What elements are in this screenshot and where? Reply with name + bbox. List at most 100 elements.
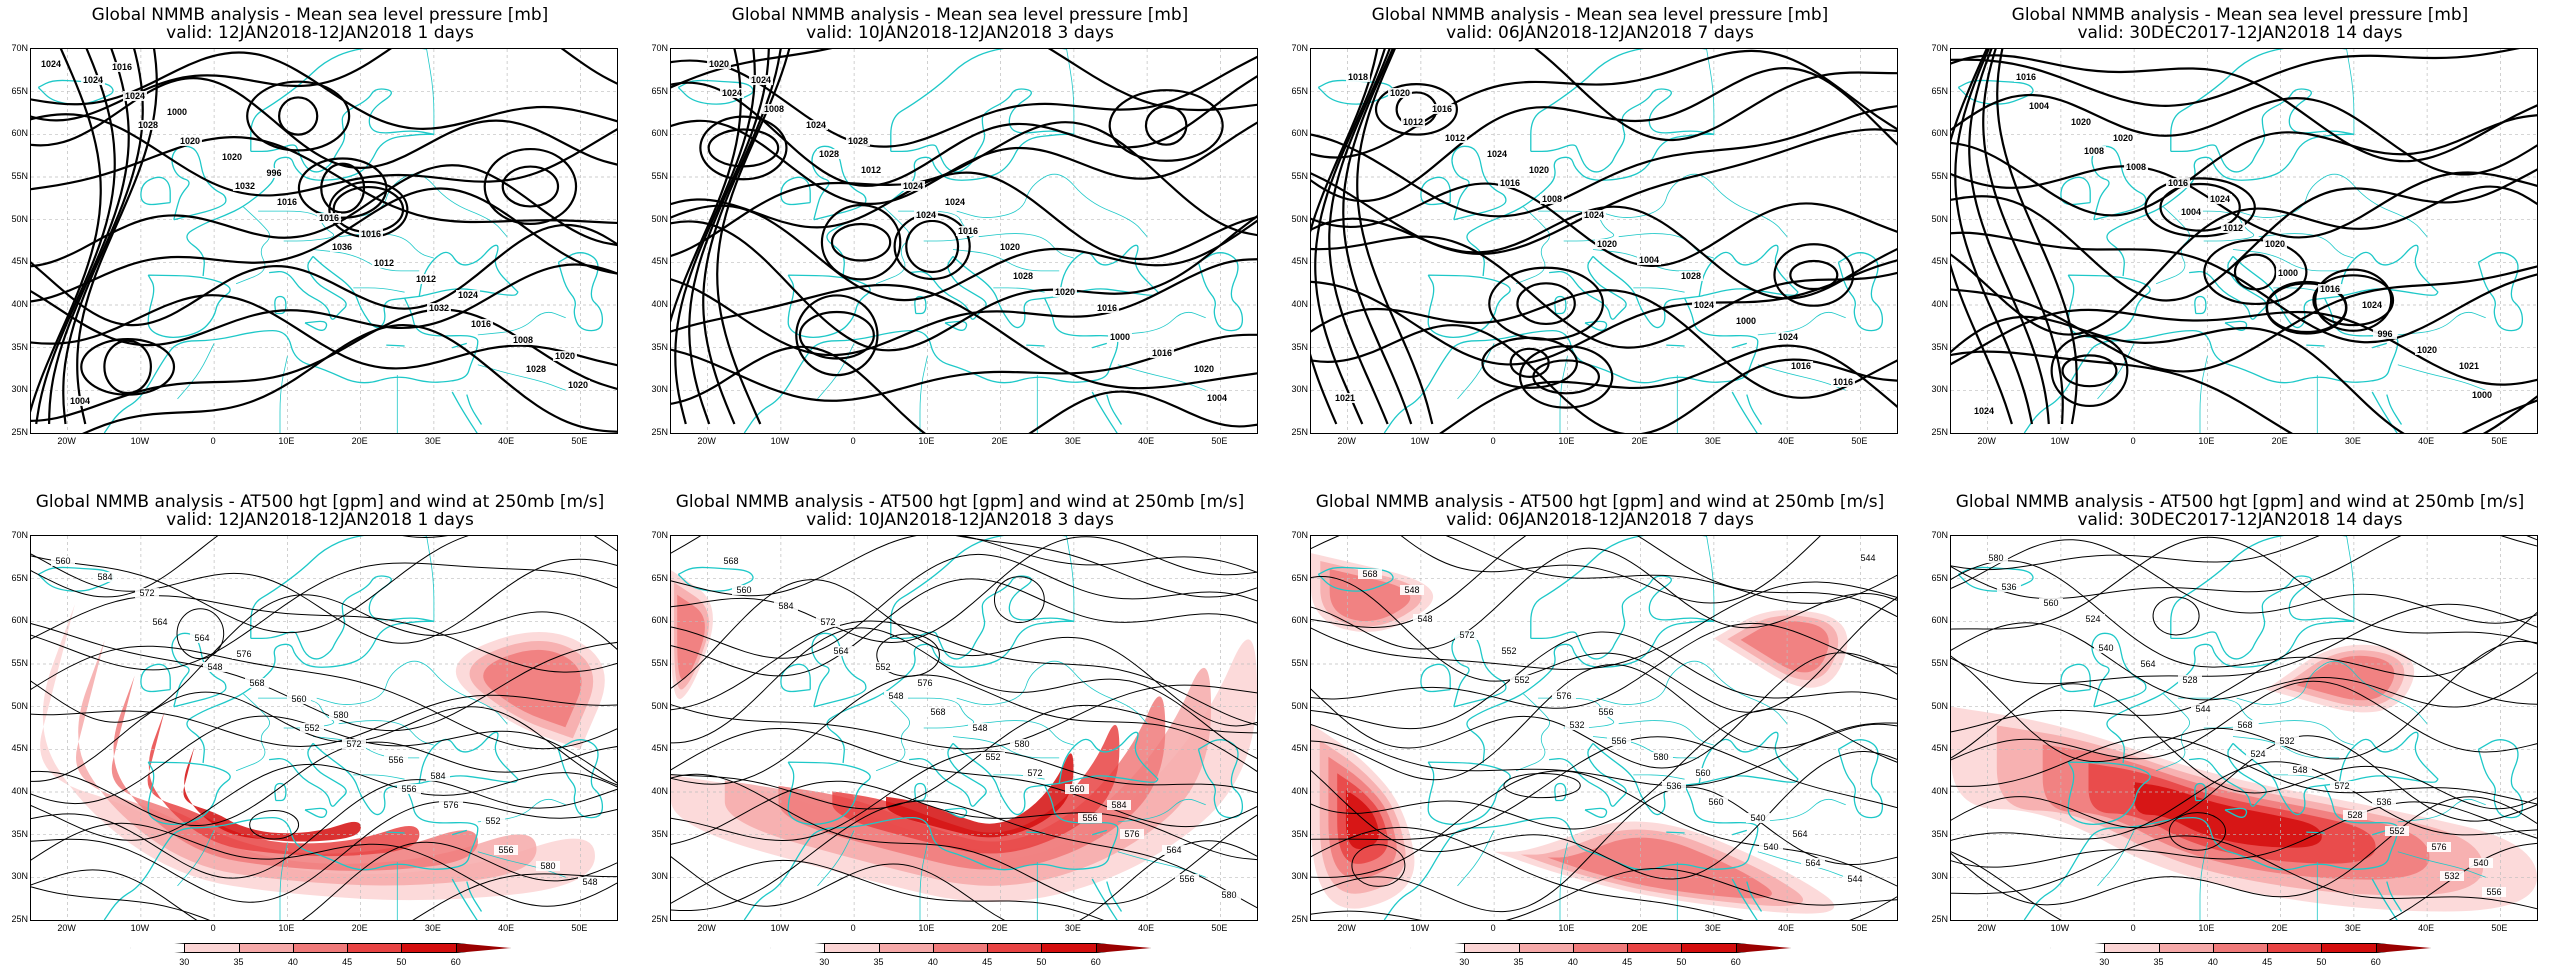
contour-label-bg bbox=[494, 845, 518, 855]
lon-tick-label: 10E bbox=[1558, 436, 1575, 446]
lat-tick-label: 35N bbox=[1931, 341, 1948, 352]
contour-label: 580 bbox=[1988, 553, 2003, 563]
lon-tick-label: 10E bbox=[918, 923, 935, 933]
contour-label: 580 bbox=[1653, 752, 1668, 762]
contour-label: 1028 bbox=[819, 149, 839, 159]
lat-tick-label: 50N bbox=[1291, 213, 1308, 224]
contour-label-bg bbox=[1401, 117, 1425, 127]
lat-tick-label: 30N bbox=[1931, 384, 1948, 395]
contour-label-bg bbox=[136, 120, 160, 130]
contour-label-bg bbox=[426, 771, 450, 781]
colorbar-label: 45 bbox=[2262, 957, 2273, 967]
lon-tick-label: 30E bbox=[1064, 923, 1081, 933]
contour-label: 524 bbox=[2085, 614, 2100, 624]
contour-label-bg bbox=[884, 691, 908, 701]
lat-tick-label: 60N bbox=[11, 128, 28, 139]
colorbar-segment bbox=[347, 943, 403, 953]
lat-tick-label: 65N bbox=[1931, 572, 1948, 583]
lat-tick-label: 30N bbox=[651, 384, 668, 395]
contour-label: 568 bbox=[1362, 569, 1377, 579]
map-svg: 524 528 532 536 540 544 548 552 556 560 564 568 572 5… bbox=[1951, 536, 2537, 920]
contour-label-bg bbox=[2221, 223, 2245, 233]
contour-label: 576 bbox=[1124, 829, 1139, 839]
panel-title: Global NMMB analysis - Mean sea level pr… bbox=[2011, 5, 2469, 25]
contour-label: 1012 bbox=[2223, 223, 2243, 233]
contour-label: 1000 bbox=[2278, 268, 2298, 278]
contour-label: 564 bbox=[1805, 858, 1820, 868]
contour-label-bg bbox=[2246, 749, 2270, 759]
contour-label-bg bbox=[1776, 332, 1800, 342]
panel-valid-period: valid: 06JAN2018-12JAN2018 7 days bbox=[1446, 510, 1754, 530]
contour-label-bg bbox=[233, 181, 257, 191]
contour-label-bg bbox=[1217, 890, 1241, 900]
lon-tick-label: 10W bbox=[130, 436, 150, 446]
lat-tick-label: 50N bbox=[11, 700, 28, 711]
contour-label-bg bbox=[2263, 239, 2287, 249]
contour-label: 1020 bbox=[2113, 133, 2133, 143]
panel-title: Global NMMB analysis - Mean sea level pr… bbox=[731, 5, 1189, 25]
contour-label: 1012 bbox=[374, 258, 394, 268]
map-plot-area: 1012 1016 1020 1024 1016 1018 1012 1008 1004 1000… bbox=[1310, 48, 1898, 434]
contour-label-bg bbox=[1540, 194, 1564, 204]
contour-label-bg bbox=[2179, 207, 2203, 217]
contour-label: 996 bbox=[2377, 329, 2392, 339]
lon-tick-label: 30E bbox=[2344, 923, 2361, 933]
contour-label-bg bbox=[300, 723, 324, 733]
contour-label: 556 bbox=[1179, 874, 1194, 884]
contour-label-bg bbox=[1746, 813, 1770, 823]
lon-tick-label: 30E bbox=[424, 923, 441, 933]
map-plot-area: 532 536 540 544 548 552 556 560 564 568 572 576 580 5… bbox=[1310, 535, 1898, 921]
contour-label-bg bbox=[1023, 768, 1047, 778]
contour-label: 1024 bbox=[806, 120, 826, 130]
lat-tick-label: 35N bbox=[11, 341, 28, 352]
panel-valid-period: valid: 30DEC2017-12JAN2018 14 days bbox=[2077, 23, 2403, 43]
lon-tick-label: 20E bbox=[991, 923, 1008, 933]
contour-label: 1012 bbox=[416, 274, 436, 284]
contour-label: 584 bbox=[97, 572, 112, 582]
contour-label: 552 bbox=[2389, 826, 2404, 836]
contour-label: 1020 bbox=[2071, 117, 2091, 127]
contour-label-bg bbox=[329, 710, 353, 720]
contour-label: 556 bbox=[401, 784, 416, 794]
lat-tick-label: 45N bbox=[1291, 743, 1308, 754]
contour-label: 1024 bbox=[1778, 332, 1798, 342]
contour-label: 552 bbox=[985, 752, 1000, 762]
contour-label: 1016 bbox=[361, 229, 381, 239]
contour-label-bg bbox=[1831, 377, 1855, 387]
contour-label: 1028 bbox=[526, 364, 546, 374]
contour-label-bg bbox=[1565, 720, 1589, 730]
contour-label-bg bbox=[774, 601, 798, 611]
contour-label: 564 bbox=[194, 633, 209, 643]
wind-speed-shading bbox=[2296, 655, 2395, 701]
contour-label-bg bbox=[1856, 553, 1880, 563]
contour-label: 572 bbox=[139, 588, 154, 598]
contour-label-bg bbox=[2360, 300, 2384, 310]
lat-tick-label: 60N bbox=[651, 615, 668, 626]
wind-colorbar: 30 35 40 45 50 60 bbox=[770, 943, 1151, 967]
map-svg: 548 552 556 556 560 564 568 572 576 580 584 564 560 5… bbox=[31, 536, 617, 920]
contour-label: 1020 bbox=[1055, 287, 1075, 297]
lon-tick-label: 40E bbox=[1138, 436, 1155, 446]
contour-label-bg bbox=[846, 136, 870, 146]
country-borders bbox=[1457, 49, 1846, 433]
contour-label-bg bbox=[165, 107, 189, 117]
contour-label-bg bbox=[2469, 858, 2493, 868]
contour-label-bg bbox=[817, 149, 841, 159]
contour-label: 1000 bbox=[1110, 332, 1130, 342]
colorbar-label: 50 bbox=[396, 957, 407, 967]
contour-label-bg bbox=[981, 752, 1005, 762]
contour-label: 1008 bbox=[513, 335, 533, 345]
contour-label-bg bbox=[1443, 133, 1467, 143]
contour-label-bg bbox=[2318, 284, 2342, 294]
lon-tick-label: 10E bbox=[2198, 436, 2215, 446]
contour-label-bg bbox=[1637, 255, 1661, 265]
map-svg: 532 536 540 544 548 552 556 560 564 568 572 576 580 5… bbox=[1311, 536, 1897, 920]
contour-label: 524 bbox=[2250, 749, 2265, 759]
contour-labels: 532 536 540 544 548 552 556 560 564 568 572 576 580 5… bbox=[1358, 553, 1880, 884]
contour-labels: 1024 1028 1024 1028 1000 1004 1008 1012 1016 1020… bbox=[707, 59, 1229, 403]
lat-tick-label: 25N bbox=[1291, 914, 1308, 924]
contour-lines bbox=[31, 536, 617, 920]
contour-label-bg bbox=[2069, 117, 2093, 127]
contour-label: 1016 bbox=[1097, 303, 1117, 313]
lat-tick-label: 65N bbox=[651, 572, 668, 583]
